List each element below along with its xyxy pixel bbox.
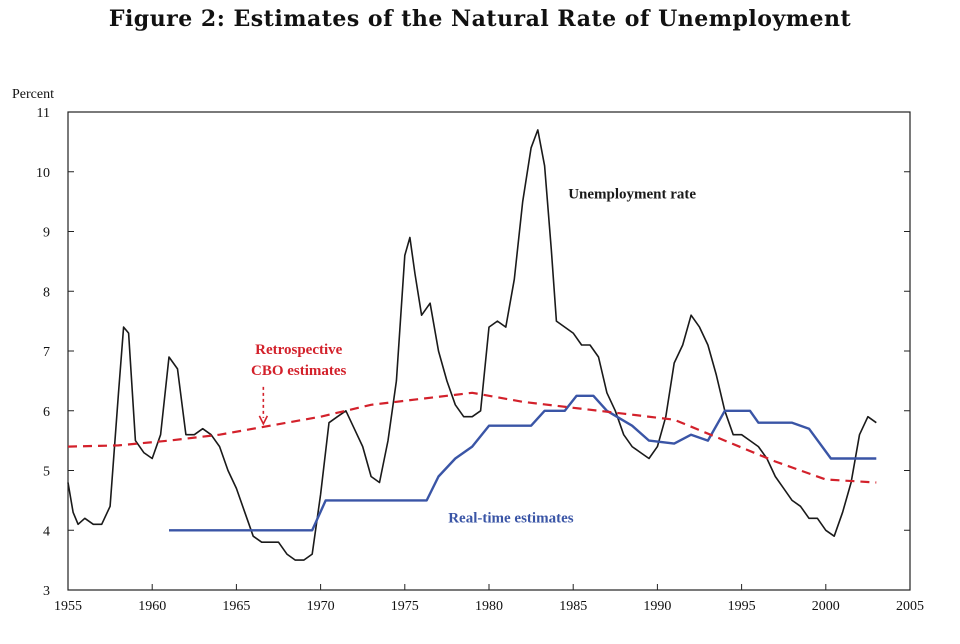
- y-tick-label: 9: [43, 226, 50, 241]
- x-tick-label: 1955: [54, 599, 82, 614]
- x-tick-label: 1990: [643, 599, 671, 614]
- y-tick-label: 7: [43, 345, 50, 360]
- chart-title: Figure 2: Estimates of the Natural Rate …: [108, 6, 852, 32]
- annotation-real-time-estimates: Real-time estimates: [448, 510, 574, 526]
- x-tick-label: 2005: [896, 599, 924, 614]
- unemployment-rate-line: [67, 129, 877, 561]
- x-tick-label: 2000: [812, 599, 840, 614]
- y-tick-label: 6: [43, 405, 50, 420]
- y-axis-label: Percent: [12, 87, 54, 102]
- cbo-arrow-head: [258, 415, 269, 426]
- y-tick-label: 5: [43, 465, 50, 480]
- y-tick-label: 8: [43, 285, 50, 300]
- y-tick-label: 3: [43, 584, 50, 599]
- y-tick-label: 4: [43, 524, 50, 539]
- annotation-cbo-estimates: CBO estimates: [251, 363, 347, 379]
- retrospective-cbo-estimates-line: [67, 391, 877, 484]
- x-tick-label: 1985: [559, 599, 587, 614]
- x-tick-label: 1975: [391, 599, 419, 614]
- annotation-retrospective: Retrospective: [255, 342, 343, 358]
- annotation-unemployment-rate: Unemployment rate: [568, 187, 696, 203]
- x-tick-label: 1980: [475, 599, 503, 614]
- y-tick-label: 11: [37, 106, 50, 121]
- x-tick-label: 1960: [138, 599, 166, 614]
- y-tick-label: 10: [36, 166, 50, 181]
- x-tick-label: 1995: [728, 599, 756, 614]
- x-tick-label: 1965: [222, 599, 250, 614]
- x-tick-label: 1970: [307, 599, 335, 614]
